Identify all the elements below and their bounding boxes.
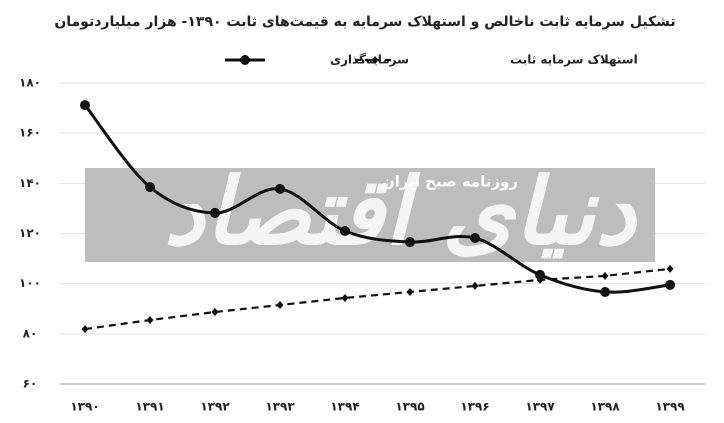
y-tick-label: ۶۰ xyxy=(23,377,38,391)
y-tick-label: ۱۴۰ xyxy=(19,176,41,190)
watermark: روزنامه صبح ایران دنیای اقتصاد xyxy=(85,158,655,265)
x-tick-label: ۱۳۹۳ xyxy=(265,400,295,414)
chart-title: تشکیل سرمایه ثابت ناخالص و استهلاک سرمای… xyxy=(54,14,675,30)
y-tick-label: ۱۰۰ xyxy=(19,276,41,290)
watermark-subtitle: روزنامه صبح ایران xyxy=(382,173,518,191)
x-tick-label: ۱۳۹۴ xyxy=(330,400,359,414)
watermark-band xyxy=(85,168,655,262)
watermark-logo: دنیای اقتصاد xyxy=(164,158,639,265)
data-point xyxy=(470,233,480,244)
data-point xyxy=(600,286,610,297)
data-point xyxy=(276,300,284,309)
data-point xyxy=(535,269,545,280)
x-tick-label: ۱۳۹۰ xyxy=(70,400,99,414)
data-point xyxy=(536,275,544,284)
x-tick-label: ۱۳۹۶ xyxy=(460,400,489,414)
data-point xyxy=(471,281,479,290)
data-point xyxy=(341,293,349,302)
y-tick-label: ۱۲۰ xyxy=(19,226,41,240)
x-tick-label: ۱۳۹۵ xyxy=(395,400,424,414)
y-tick-label: ۱۸۰ xyxy=(19,76,41,90)
legend-marker xyxy=(371,56,379,64)
x-tick-label: ۱۳۹۷ xyxy=(525,400,555,414)
series-line xyxy=(84,267,671,331)
data-point xyxy=(80,100,90,111)
y-tick-label: ۱۶۰ xyxy=(19,126,41,140)
data-point xyxy=(81,325,89,334)
legend-label: استهلاک سرمایه ثابت xyxy=(510,53,638,67)
x-tick-label: ۱۳۹۸ xyxy=(590,400,620,414)
data-point xyxy=(145,182,155,193)
data-point xyxy=(211,308,219,317)
data-point xyxy=(601,271,609,280)
legend-marker xyxy=(240,55,250,65)
y-tick-label: ۸۰ xyxy=(23,326,38,340)
x-tick-label: ۱۳۹۱ xyxy=(135,400,164,414)
x-tick-label: ۱۳۹۹ xyxy=(655,400,685,414)
data-point xyxy=(275,183,285,194)
x-tick-label: ۱۳۹۲ xyxy=(200,400,230,414)
data-point xyxy=(666,264,674,273)
data-point xyxy=(210,207,220,218)
data-point xyxy=(665,279,675,290)
series-line xyxy=(83,104,671,294)
data-point xyxy=(406,287,414,296)
data-point xyxy=(405,237,415,248)
data-point xyxy=(146,316,154,325)
data-point xyxy=(340,225,350,236)
